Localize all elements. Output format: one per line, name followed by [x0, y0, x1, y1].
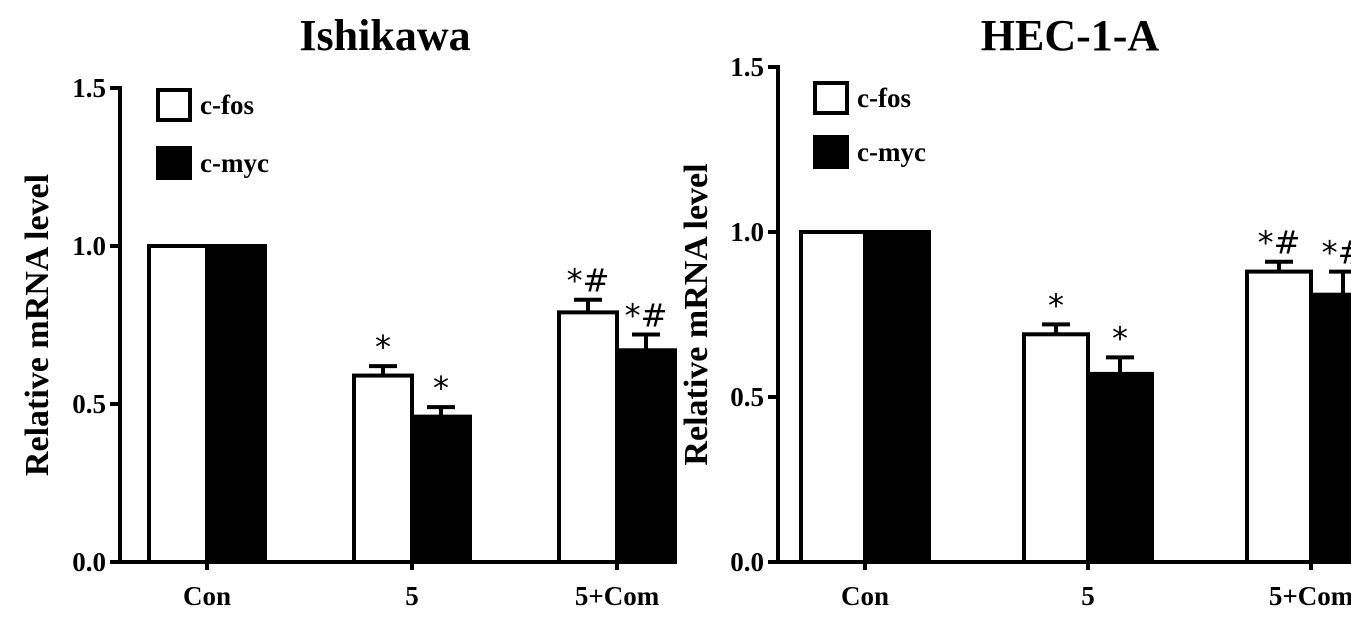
chart-panel-0: Ishikawa Relative mRNA level 0.0 0.5 1.0 1.5 C…	[19, 11, 677, 611]
significance-label: *#	[567, 262, 610, 300]
y-tick-label: 1.0	[730, 217, 764, 247]
legend-label: c-fos	[200, 90, 254, 120]
bar-c-fos-5	[352, 373, 414, 564]
y-tick-label: 0.5	[730, 382, 764, 412]
bar-c-fos-5+Com	[557, 310, 619, 564]
bar-c-myc-5+Com	[1309, 292, 1351, 564]
significance-label: *	[433, 369, 449, 407]
bar-c-fos-Con	[147, 244, 209, 564]
legend-label: c-myc	[857, 137, 926, 167]
x-tick-label: 5+Com	[575, 581, 660, 611]
y-tick-label: 0.0	[730, 547, 764, 577]
legend-label: c-fos	[857, 83, 911, 113]
x-tick-label: 5	[405, 581, 419, 611]
legend-swatch-c-myc	[813, 135, 849, 169]
significance-label: *	[1112, 319, 1128, 357]
significance-label: *	[375, 328, 391, 366]
x-tick-label: Con	[841, 581, 889, 611]
y-tick-label: 1.5	[730, 52, 764, 82]
y-axis-label: Relative mRNA level	[678, 163, 715, 465]
significance-label: *	[1048, 286, 1064, 324]
bar-c-fos-5+Com	[1245, 269, 1313, 564]
y-tick-label: 1.0	[72, 231, 106, 261]
x-tick-label: 5+Com	[1269, 581, 1351, 611]
significance-label: *#	[625, 296, 668, 334]
bar-c-fos-5	[1022, 332, 1090, 564]
significance-label: *#	[1322, 234, 1351, 272]
y-tick-label: 0.0	[72, 547, 106, 577]
bar-c-myc-Con	[863, 230, 931, 564]
y-tick-label: 0.5	[72, 389, 106, 419]
legend-swatch-c-myc	[156, 146, 192, 180]
bar-c-myc-5	[1086, 371, 1154, 564]
bar-c-myc-5	[410, 414, 472, 565]
y-tick-label: 1.5	[72, 73, 106, 103]
x-tick-label: Con	[183, 581, 231, 611]
legend-swatch-c-fos	[156, 88, 192, 122]
y-axis-label: Relative mRNA level	[19, 174, 56, 476]
bar-c-myc-Con	[205, 244, 267, 564]
chart-panel-1: HEC-1-A Relative mRNA level 0.0 0.5 1.0 1.5 Co…	[678, 11, 1351, 611]
chart-title: HEC-1-A	[981, 11, 1160, 60]
bar-c-myc-5+Com	[615, 348, 677, 564]
legend-label: c-myc	[200, 148, 269, 178]
legend-swatch-c-fos	[813, 81, 849, 115]
significance-label: *#	[1258, 224, 1301, 262]
x-tick-label: 5	[1081, 581, 1095, 611]
bar-c-fos-Con	[799, 230, 867, 564]
chart-title: Ishikawa	[299, 11, 470, 60]
